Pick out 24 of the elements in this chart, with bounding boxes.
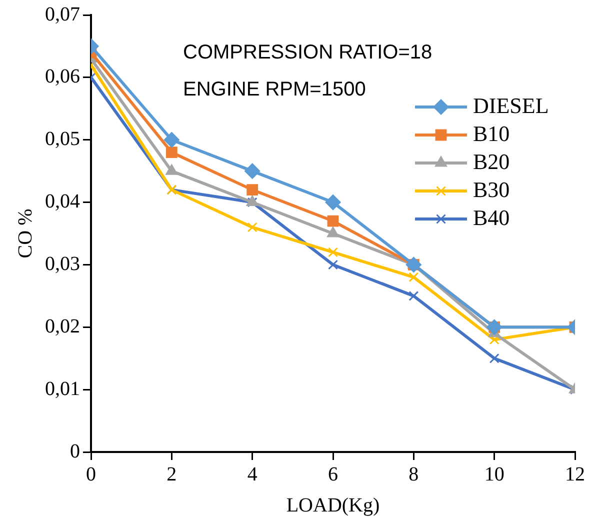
- x-tick-label: 12: [565, 463, 585, 486]
- y-tick-label: 0,03: [45, 252, 80, 275]
- y-tick-label: 0,04: [45, 190, 80, 213]
- y-tick-label: 0,07: [45, 3, 80, 26]
- y-tick-label: 0,02: [45, 315, 80, 338]
- y-tick-label: 0: [70, 440, 80, 462]
- y-tick-label: 0,01: [45, 378, 80, 400]
- y-tick-label: 0,06: [45, 66, 80, 88]
- legend-label: B10: [473, 120, 510, 146]
- y-axis-title: CO %: [14, 208, 36, 258]
- annotation: COMPRESSION RATIO=18: [183, 42, 432, 64]
- legend-label: B40: [473, 204, 510, 230]
- legend-label: DIESEL: [473, 92, 549, 118]
- x-axis-title: LOAD(Kg): [286, 494, 380, 516]
- x-tick-label: 8: [408, 463, 419, 486]
- x-tick-label: 10: [484, 463, 504, 486]
- annotation: ENGINE RPM=1500: [183, 78, 366, 101]
- y-tick-label: 0,05: [45, 128, 80, 150]
- legend-label: B20: [473, 148, 510, 174]
- x-tick-label: 2: [166, 463, 177, 486]
- legend-label: B30: [473, 176, 510, 202]
- x-tick-label: 0: [86, 463, 96, 486]
- x-tick-label: 4: [247, 463, 258, 486]
- x-tick-label: 6: [328, 463, 338, 486]
